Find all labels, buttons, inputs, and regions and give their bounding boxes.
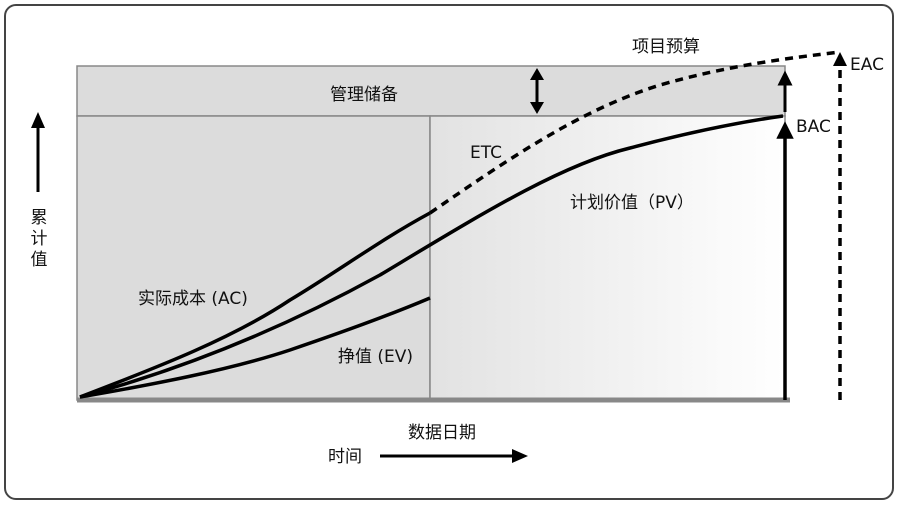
x-axis-arrow-head [512,449,528,463]
elapsed-period-area [76,115,431,401]
ev-curve [79,296,431,399]
y-axis-arrow-head [31,112,45,128]
reserve-arrow-top [530,68,544,80]
bac-label: BAC [796,117,831,137]
ac-label: 实际成本 (AC) [138,289,248,309]
x-axis-date-label: 数据日期 [408,423,476,443]
eac-arrow-head [833,52,847,66]
reserve-arrow-bottom [530,102,544,114]
management-reserve-label: 管理储备 [330,85,398,105]
pv-label: 计划价值（PV） [570,193,694,213]
ev-label: 挣值 (EV) [338,347,413,367]
x-axis-time-label: 时间 [328,447,362,467]
management-reserve-band [76,65,786,117]
eac-label: EAC [850,55,884,75]
project-budget-label: 项目预算 [632,37,700,57]
ac-curve [79,211,431,399]
etc-dashed-curve [429,50,841,215]
remaining-period-area [429,115,786,401]
pv-curve [79,114,784,399]
y-axis-label: 累计值 [30,208,48,270]
etc-label: ETC [470,143,502,163]
